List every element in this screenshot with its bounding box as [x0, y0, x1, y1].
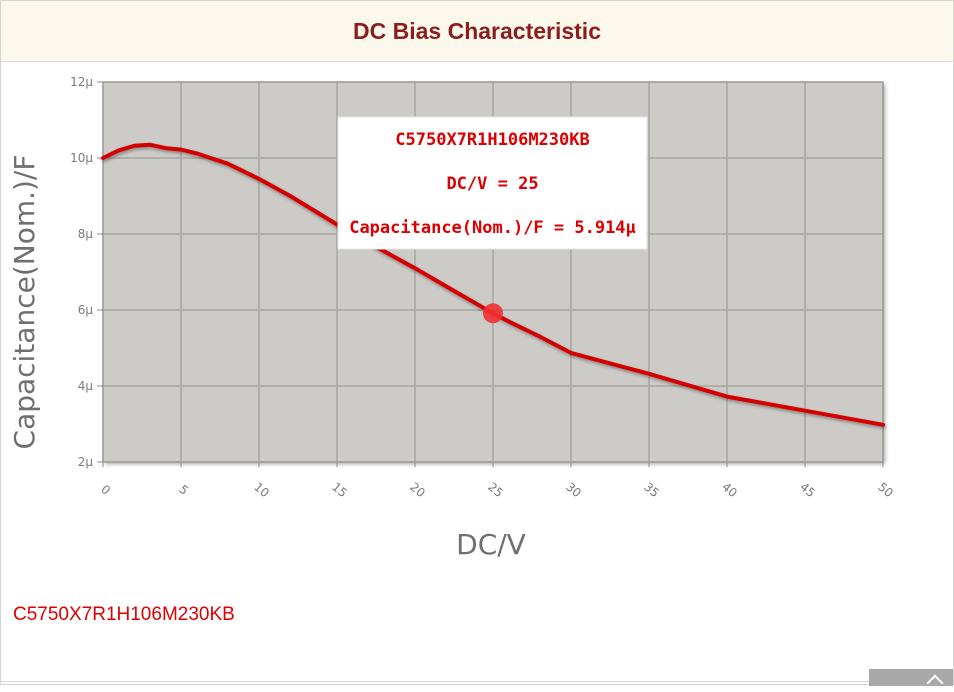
x-tick-label: 15	[329, 480, 350, 501]
x-tick-label: 10	[251, 480, 272, 501]
y-tick-label: 10µ	[70, 151, 93, 165]
y-tick-label: 4µ	[78, 379, 94, 393]
series-legend-label: C5750X7R1H106M230KB	[13, 604, 235, 625]
scroll-to-top-button[interactable]	[869, 669, 953, 692]
y-tick-label: 2µ	[78, 455, 94, 469]
y-axis-title: Capacitance(Nom.)/F	[8, 155, 41, 450]
highlight-point	[483, 303, 503, 324]
divider	[1, 681, 869, 682]
x-axis-title: DC/V	[456, 528, 526, 561]
x-tick-label: 30	[563, 480, 584, 501]
x-tick-label: 45	[797, 480, 818, 501]
x-tick-label: 50	[875, 480, 896, 501]
tooltip-box	[337, 116, 648, 250]
chart-title: DC Bias Characteristic	[353, 17, 601, 44]
chevron-up-icon	[926, 674, 944, 692]
tooltip-x-value: DC/V = 25	[446, 174, 538, 194]
x-tick-label: 5	[176, 482, 191, 498]
x-tick-label: 25	[485, 480, 506, 501]
x-tick-label: 0	[98, 482, 113, 498]
y-tick-label: 12µ	[70, 75, 93, 89]
tooltip: C5750X7R1H106M230KB DC/V = 25 Capacitanc…	[337, 116, 648, 250]
tooltip-part-number: C5750X7R1H106M230KB	[395, 130, 589, 150]
dc-bias-chart: 0 5 10 15 20 25 30 35 40 45 50 2µ 4µ 6µ 8µ 10µ 12µ C5750…	[8, 75, 896, 561]
chart-header: DC Bias Characteristic	[1, 1, 953, 62]
x-tick-label: 35	[641, 480, 662, 501]
y-tick-label: 6µ	[78, 303, 94, 317]
plot-border	[102, 81, 884, 463]
x-tick-label: 20	[407, 480, 428, 501]
x-tick-label: 40	[719, 480, 740, 501]
tooltip-y-value: Capacitance(Nom.)/F = 5.914µ	[349, 218, 636, 238]
y-tick-label: 8µ	[78, 227, 94, 241]
